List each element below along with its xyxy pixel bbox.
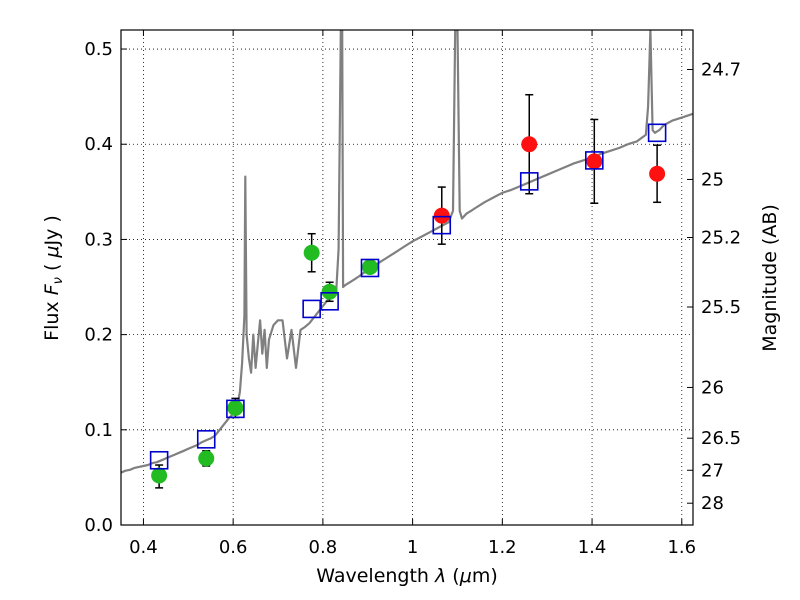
red-data-point <box>521 136 538 153</box>
right-tick-label: 28 <box>701 493 724 514</box>
right-tick-label: 27 <box>701 460 724 481</box>
grid-lines <box>121 30 693 525</box>
right-axis-label: Magnitude (AB) <box>759 204 781 352</box>
y-axis-label: Flux Fν ( μJy ) <box>41 215 66 341</box>
series-layer <box>121 30 693 489</box>
x-tick-label: 0.4 <box>129 537 158 558</box>
right-tick-label: 26 <box>701 377 724 398</box>
x-tick-label: 1 <box>407 537 418 558</box>
y-tick-label: 0.4 <box>84 134 113 155</box>
model-photometry-square <box>226 399 245 419</box>
model-photometry-square <box>432 215 452 235</box>
x-tick-label: 1.2 <box>488 537 517 558</box>
model-photometry-square <box>302 299 321 319</box>
model-photometry-square <box>320 291 339 311</box>
plot-background <box>121 30 693 525</box>
right-tick-label: 24.7 <box>701 60 741 81</box>
green-data-point <box>198 450 215 467</box>
green-data-point <box>303 244 320 261</box>
x-tick-label: 0.8 <box>309 537 338 558</box>
green-data-point <box>151 467 168 484</box>
plot-frame <box>120 29 694 526</box>
green-data-point <box>361 259 378 276</box>
x-tick-label: 1.4 <box>578 537 607 558</box>
model-photometry-square <box>647 123 667 143</box>
x-axis-label: Wavelength λ (μm) <box>316 565 497 587</box>
model-photometry-square <box>360 258 380 278</box>
model-photometry-square <box>519 172 539 191</box>
right-tick-label: 25.2 <box>701 228 741 249</box>
green-data-point <box>321 283 338 300</box>
red-data-point <box>586 153 603 170</box>
x-tick-label: 1.6 <box>667 537 696 558</box>
red-data-point <box>433 207 450 224</box>
plot-content <box>121 30 693 489</box>
right-tick-label: 25.5 <box>701 297 741 318</box>
y-tick-label: 0.1 <box>84 420 113 441</box>
x-tick-label: 0.6 <box>219 537 248 558</box>
green-data-point <box>227 399 244 416</box>
axis-ticks: 0.4 0.6 0.8 1 1.2 1.4 1.6 0.0 0.1 0.2 0.3 0.4 0.5 24.… <box>84 30 741 558</box>
y-tick-label: 0.0 <box>84 515 113 536</box>
y-tick-label: 0.2 <box>84 325 113 346</box>
model-photometry-square <box>149 450 169 470</box>
right-tick-label: 26.5 <box>701 428 741 449</box>
model-photometry-square <box>196 430 216 449</box>
model-photometry-square <box>585 151 604 170</box>
red-data-point <box>649 165 666 182</box>
right-tick-label: 25 <box>701 169 724 190</box>
y-tick-label: 0.3 <box>84 229 113 250</box>
y-tick-label: 0.5 <box>84 39 113 60</box>
